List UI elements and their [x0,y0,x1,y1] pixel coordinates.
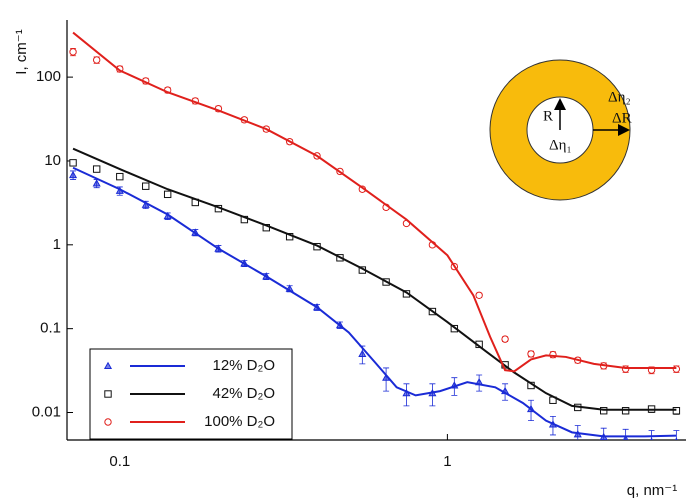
data-point [650,437,654,440]
x-tick-label: 1 [443,453,451,470]
data-point [163,190,172,199]
annotation: ΔR [612,110,632,126]
annotation: Δη₂ [608,89,631,105]
legend-item: 12% D₂O [103,357,275,374]
y-tick-label: 10 [44,152,61,169]
legend-marker [103,361,113,370]
y-tick-label: 100 [36,68,61,85]
legend-item: 100% D₂O [104,413,275,430]
error-bar [622,428,629,440]
data-point [621,407,630,415]
data-point [69,170,78,179]
data-point [92,165,101,173]
annulus-diagram: R Δη₁ Δη₂ ΔR [489,59,632,201]
data-point [92,179,101,187]
fit-line [72,147,677,411]
legend-marker [104,418,112,426]
y-tick-label: 1 [53,236,61,253]
fit-line [72,166,677,438]
x-axis-label: q, nm⁻¹ [627,482,677,499]
fit-line [72,31,677,373]
data-point [599,407,608,415]
data-point [358,349,367,357]
data-point [475,291,483,299]
x-tick-label: 0.1 [109,453,130,470]
annotation: R [543,108,553,124]
legend-label: 42% D₂O [212,385,275,402]
data-point [116,172,124,181]
y-tick-label: 0.1 [40,320,61,337]
error-bar [648,430,655,440]
data-point [69,48,77,56]
data-point [527,350,535,358]
data-point [501,335,509,343]
data-point [92,56,101,64]
plot-area [69,31,681,440]
data-point [69,159,77,167]
annotation: Δη₁ [549,137,572,153]
data-point [672,407,681,415]
error-bar [673,430,680,440]
legend-marker [104,390,112,398]
y-tick-label: 0.01 [32,403,61,420]
legend-box [89,348,293,440]
data-point [142,182,150,190]
legend-item: 42% D₂O [104,385,275,402]
y-axis-label: I, cm⁻¹ [13,29,30,74]
legend-label: 100% D₂O [204,413,275,430]
data-point [674,437,678,440]
legend-label: 12% D₂O [212,357,275,374]
data-point [622,435,629,440]
data-point [672,365,681,373]
